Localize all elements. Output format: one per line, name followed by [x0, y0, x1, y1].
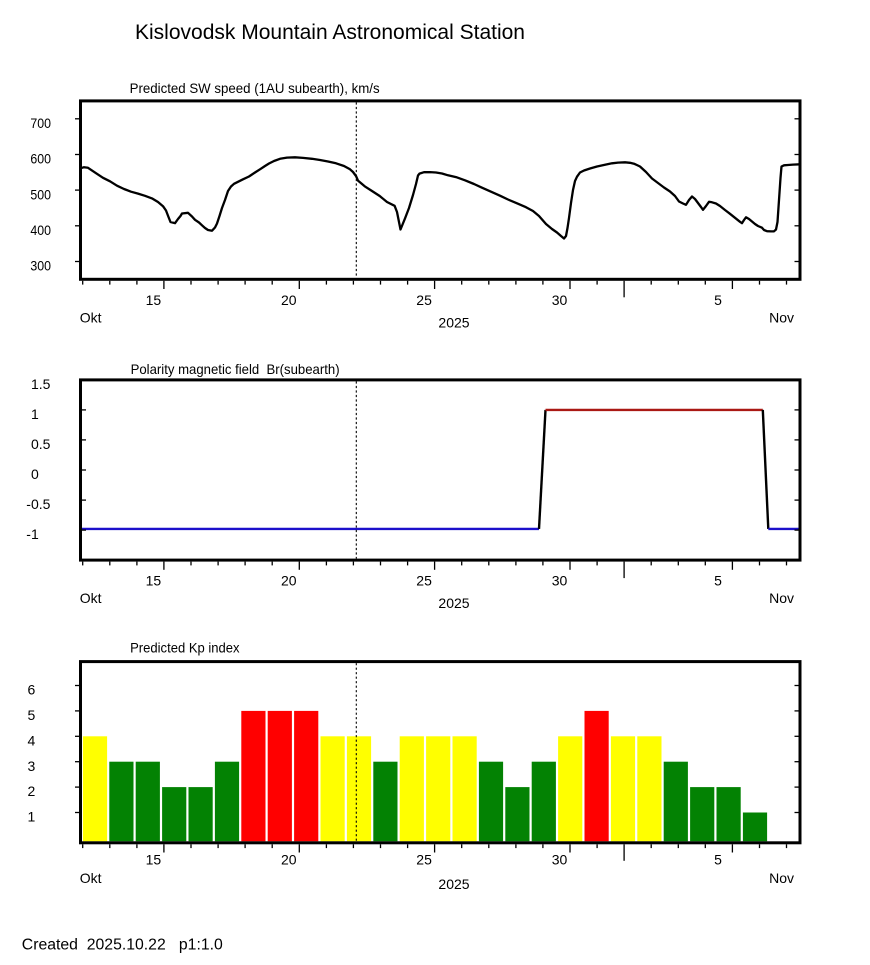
svg-text:20: 20	[281, 852, 297, 868]
svg-text:-1: -1	[26, 526, 39, 542]
svg-text:Okt: Okt	[80, 310, 102, 326]
svg-text:Polarity magnetic field Br(su: Polarity magnetic field Br(subearth)	[131, 361, 340, 377]
svg-text:1: 1	[31, 406, 39, 422]
svg-text:5: 5	[714, 292, 722, 308]
svg-text:25: 25	[416, 573, 432, 589]
svg-text:4: 4	[28, 732, 36, 748]
svg-text:15: 15	[146, 573, 162, 589]
svg-text:15: 15	[146, 852, 162, 868]
svg-text:Okt: Okt	[80, 590, 102, 606]
svg-text:500: 500	[30, 186, 51, 202]
svg-text:30: 30	[552, 573, 568, 589]
svg-text:20: 20	[281, 292, 297, 308]
svg-text:25: 25	[416, 292, 432, 308]
svg-text:30: 30	[552, 292, 568, 308]
svg-text:Created 2025.10.22 p1:1.0: Created 2025.10.22 p1:1.0	[22, 937, 223, 954]
svg-text:2025: 2025	[438, 876, 469, 892]
svg-text:Kislovodsk Mountain Astronomic: Kislovodsk Mountain Astronomical Station	[135, 20, 525, 44]
svg-text:15: 15	[146, 292, 162, 308]
svg-text:Nov: Nov	[769, 870, 794, 886]
svg-text:700: 700	[30, 115, 51, 131]
svg-text:-0.5: -0.5	[26, 496, 50, 512]
svg-text:Okt: Okt	[80, 870, 102, 886]
svg-text:0.5: 0.5	[31, 436, 51, 452]
svg-text:2025: 2025	[438, 595, 469, 611]
svg-text:Nov: Nov	[769, 590, 794, 606]
svg-text:2: 2	[28, 783, 36, 799]
svg-text:400: 400	[30, 222, 51, 238]
svg-text:25: 25	[416, 852, 432, 868]
svg-text:600: 600	[30, 151, 51, 167]
svg-text:5: 5	[714, 852, 722, 868]
svg-text:Nov: Nov	[769, 310, 794, 326]
svg-text:30: 30	[552, 852, 568, 868]
svg-text:1.5: 1.5	[31, 376, 51, 392]
svg-text:5: 5	[714, 573, 722, 589]
svg-text:300: 300	[30, 258, 51, 274]
svg-text:0: 0	[31, 466, 39, 482]
svg-text:6: 6	[28, 682, 36, 698]
svg-text:1: 1	[28, 809, 36, 825]
svg-text:20: 20	[281, 573, 297, 589]
svg-text:5: 5	[28, 707, 36, 723]
svg-text:Predicted SW speed (1AU subear: Predicted SW speed (1AU subearth), km/s	[130, 80, 380, 96]
svg-text:2025: 2025	[438, 314, 469, 330]
svg-text:Predicted Kp index: Predicted Kp index	[130, 640, 240, 656]
svg-text:3: 3	[28, 758, 36, 774]
